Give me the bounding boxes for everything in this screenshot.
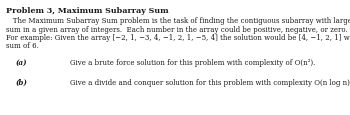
Text: Give a brute force solution for this problem with complexity of O(n²).: Give a brute force solution for this pro… (70, 59, 315, 66)
Text: sum of 6.: sum of 6. (6, 42, 39, 50)
Text: (b): (b) (16, 78, 28, 86)
Text: Give a divide and conquer solution for this problem with complexity O(n log n).: Give a divide and conquer solution for t… (70, 78, 350, 86)
Text: (a): (a) (16, 59, 28, 66)
Text: Problem 3, Maximum Subarray Sum: Problem 3, Maximum Subarray Sum (6, 7, 169, 15)
Text: sum in a given array of integers.  Each number in the array could be positive, n: sum in a given array of integers. Each n… (6, 25, 348, 33)
Text: For example: Given the array [−2, 1, −3, 4, −1, 2, 1, −5, 4] the solution would : For example: Given the array [−2, 1, −3,… (6, 34, 350, 42)
Text: The Maximum Subarray Sum problem is the task of finding the contiguous subarray : The Maximum Subarray Sum problem is the … (6, 17, 350, 25)
